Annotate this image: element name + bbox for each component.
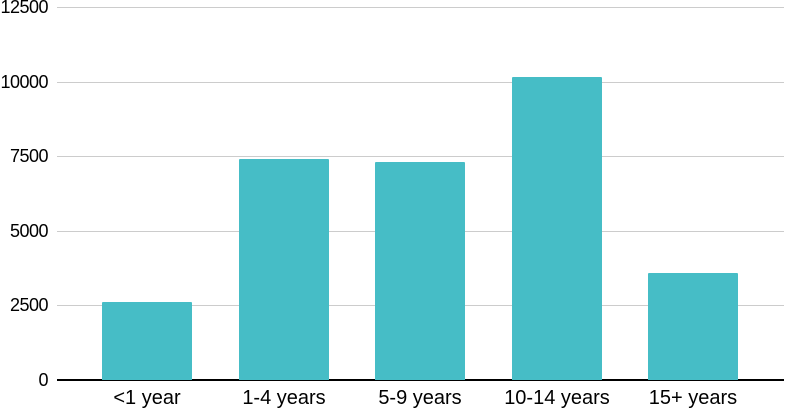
y-tick-label: 10000 xyxy=(0,72,48,92)
bar xyxy=(648,273,738,380)
x-tick-label: 15+ years xyxy=(648,387,738,409)
bar xyxy=(512,77,602,380)
y-tick-label: 0 xyxy=(38,370,48,390)
x-tick-label: 10-14 years xyxy=(504,387,610,409)
bar xyxy=(102,302,192,380)
y-tick-label: 2500 xyxy=(9,295,49,315)
gridline xyxy=(57,156,784,157)
bar xyxy=(375,162,465,380)
gridline xyxy=(57,7,784,8)
x-tick-label: 5-9 years xyxy=(378,387,462,409)
gridline xyxy=(57,82,784,83)
y-tick-label: 12500 xyxy=(0,0,48,17)
y-tick-label: 7500 xyxy=(9,146,49,166)
y-tick-label: 5000 xyxy=(9,221,49,241)
bar xyxy=(239,159,329,380)
x-tick-label: <1 year xyxy=(113,387,181,409)
x-axis-line xyxy=(57,379,784,381)
x-tick-label: 1-4 years xyxy=(242,387,326,409)
